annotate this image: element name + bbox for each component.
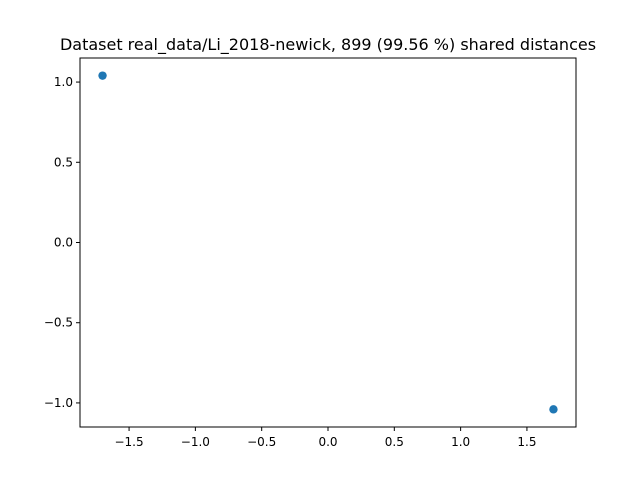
x-tick-label: −1.5	[114, 435, 143, 449]
y-tick-label: −0.5	[44, 316, 73, 330]
scatter-point	[549, 405, 558, 414]
x-tick-label: −0.5	[247, 435, 276, 449]
x-tick-label: 0.5	[385, 435, 404, 449]
chart-title: Dataset real_data/Li_2018-newick, 899 (9…	[60, 35, 596, 55]
y-tick-label: 1.0	[54, 75, 73, 89]
y-tick-label: 0.0	[54, 236, 73, 250]
x-axis: −1.5 −1.0 −0.5 0.0 0.5 1.0 1.5	[114, 427, 536, 449]
x-tick-label: 1.5	[517, 435, 536, 449]
data-points	[98, 71, 558, 414]
x-tick-label: 1.0	[451, 435, 470, 449]
scatter-point	[98, 71, 107, 80]
plot-area-frame	[79, 57, 577, 428]
x-tick-label: 0.0	[318, 435, 337, 449]
y-tick-label: 0.5	[54, 155, 73, 169]
y-axis: 1.0 0.5 0.0 −0.5 −1.0	[44, 75, 80, 410]
y-tick-label: −1.0	[44, 396, 73, 410]
x-tick-label: −1.0	[181, 435, 210, 449]
